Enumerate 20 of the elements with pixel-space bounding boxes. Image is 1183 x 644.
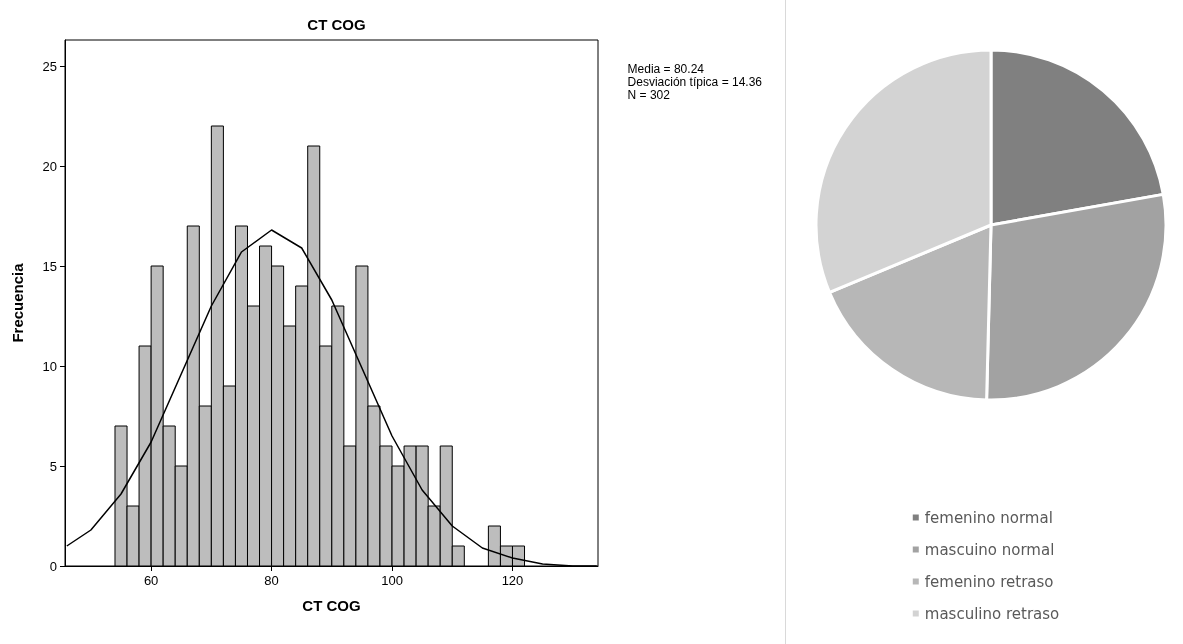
text: Desviación típica = 14.36: [627, 74, 763, 89]
legend-label: masculino retraso: [924, 604, 1060, 623]
legend-label: mascuino normal: [924, 540, 1055, 559]
x-tick-label: 120: [501, 573, 524, 588]
y-tick-label: 0: [49, 558, 57, 574]
x-axis-title: CT COG: [302, 597, 361, 614]
y-tick-label: 15: [42, 258, 57, 274]
y-tick-label: 25: [42, 58, 57, 74]
y-tick-label: 10: [42, 358, 57, 374]
legend-label: femenino normal: [924, 508, 1053, 527]
y-tick-label: 20: [42, 158, 57, 174]
text: Media = 80.24: [627, 61, 705, 76]
x-tick-label: 60: [143, 573, 159, 588]
y-axis-title: Frecuencia: [9, 262, 26, 343]
chart-title: CT COG: [307, 16, 366, 33]
text: N = 302: [627, 87, 671, 102]
legend-label: femenino retraso: [924, 572, 1054, 591]
x-tick-label: 100: [381, 573, 403, 588]
y-tick-label: 5: [49, 458, 57, 474]
x-tick-label: 80: [264, 573, 279, 588]
